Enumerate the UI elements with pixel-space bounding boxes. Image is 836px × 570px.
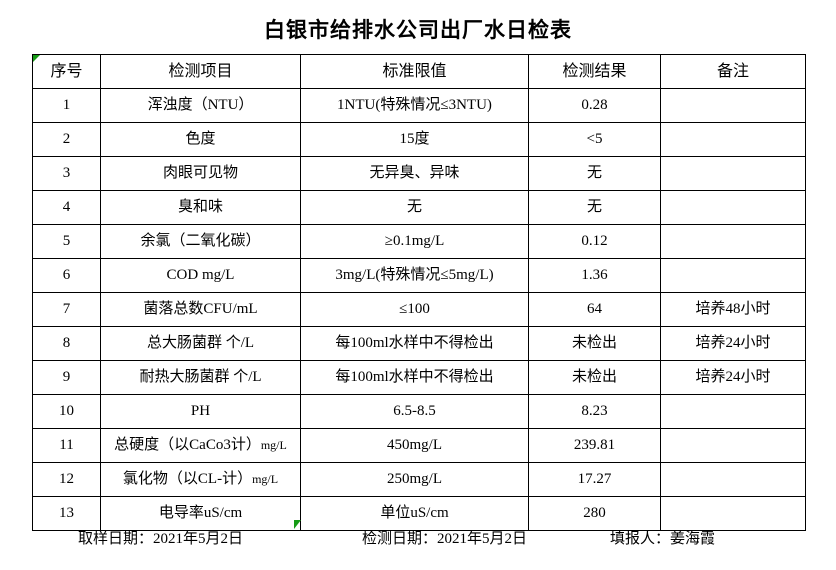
cell-result: 280 (528, 496, 661, 531)
table-row: 13 电导率uS/cm 单位uS/cm 280 (32, 496, 806, 531)
cell-note (660, 156, 806, 191)
reporter-name: 填报人：姜海霞 (610, 531, 716, 547)
cell-std: 每100ml水样中不得检出 (300, 326, 529, 361)
cell-result: 未检出 (528, 326, 661, 361)
cell-result: 无 (528, 156, 661, 191)
cell-std: ≥0.1mg/L (300, 224, 529, 259)
cell-std: 15度 (300, 122, 529, 157)
table-row: 6 COD mg/L 3mg/L(特殊情况≤5mg/L) 1.36 (32, 258, 806, 293)
cell-note (660, 496, 806, 531)
cell-std: 无 (300, 190, 529, 225)
cell-item: 总硬度（以CaCo3计）mg/L (100, 428, 301, 463)
cell-note (660, 122, 806, 157)
comment-marker-bottom-icon (294, 520, 301, 529)
cell-std: 无异臭、异味 (300, 156, 529, 191)
cell-item-text: 总硬度（以CaCo3计） (114, 437, 261, 454)
cell-item: COD mg/L (100, 258, 301, 293)
water-quality-table: 序号 检测项目 标准限值 检测结果 备注 1 浑浊度（NTU） 1NTU(特殊情况≤… (32, 54, 806, 531)
cell-no: 4 (32, 190, 101, 225)
cell-result: <5 (528, 122, 661, 157)
cell-std: 单位uS/cm (300, 496, 529, 531)
cell-no: 7 (32, 292, 101, 327)
cell-item: PH (100, 394, 301, 429)
cell-std: ≤100 (300, 292, 529, 327)
table-row: 8 总大肠菌群 个/L 每100ml水样中不得检出 未检出 培养24小时 (32, 326, 806, 361)
cell-item-unit: mg/L (260, 438, 287, 453)
cell-result: 8.23 (528, 394, 661, 429)
table-row: 3 肉眼可见物 无异臭、异味无 (32, 156, 806, 191)
footer: 取样日期：2021年5月2日 检测日期：2021年5月2日 填报人：姜海霞 (32, 527, 805, 557)
comment-marker-top-left-icon (33, 55, 40, 62)
column-header-result: 检测结果 (528, 54, 661, 89)
cell-note: 培养24小时 (660, 360, 806, 395)
cell-result: 无 (528, 190, 661, 225)
cell-no: 8 (32, 326, 101, 361)
cell-note (660, 88, 806, 123)
cell-no: 1 (32, 88, 101, 123)
column-header-std: 标准限值 (300, 54, 529, 89)
cell-no: 12 (32, 462, 101, 497)
cell-item: 色度 (100, 122, 301, 157)
cell-result: 0.12 (528, 224, 661, 259)
cell-item-unit: mg/L (252, 472, 279, 487)
cell-result: 64 (528, 292, 661, 327)
cell-std: 250mg/L (300, 462, 529, 497)
cell-note (660, 224, 806, 259)
cell-note (660, 394, 806, 429)
cell-no: 2 (32, 122, 101, 157)
cell-note: 培养24小时 (660, 326, 806, 361)
cell-no: 9 (32, 360, 101, 395)
column-header-item: 检测项目 (100, 54, 301, 89)
cell-no: 13 (32, 496, 101, 531)
cell-result: 17.27 (528, 462, 661, 497)
table-row: 4 臭和味无无 (32, 190, 806, 225)
cell-item: 臭和味 (100, 190, 301, 225)
column-header-note: 备注 (660, 54, 806, 89)
cell-item: 菌落总数CFU/mL (100, 292, 301, 327)
cell-no: 3 (32, 156, 101, 191)
cell-result: 未检出 (528, 360, 661, 395)
cell-note (660, 462, 806, 497)
cell-std: 6.5-8.5 (300, 394, 529, 429)
cell-no: 11 (32, 428, 101, 463)
cell-item: 浑浊度（NTU） (100, 88, 301, 123)
cell-item: 余氯（二氧化碳） (100, 224, 301, 259)
cell-no: 5 (32, 224, 101, 259)
cell-result: 1.36 (528, 258, 661, 293)
table-row: 5 余氯（二氧化碳） ≥0.1mg/L 0.12 (32, 224, 806, 259)
page-title: 白银市给排水公司出厂水日检表 (264, 18, 572, 42)
cell-std: 3mg/L(特殊情况≤5mg/L) (300, 258, 529, 293)
cell-note (660, 258, 806, 293)
sample-date: 取样日期：2021年5月2日 (78, 531, 244, 547)
column-header-no: 序号 (32, 54, 101, 89)
cell-no: 10 (32, 394, 101, 429)
table-row: 10 PH 6.5-8.5 8.23 (32, 394, 806, 429)
cell-note (660, 428, 806, 463)
cell-item: 总大肠菌群 个/L (100, 326, 301, 361)
table-row: 2 色度 15度 <5 (32, 122, 806, 157)
cell-item: 肉眼可见物 (100, 156, 301, 191)
cell-std: 450mg/L (300, 428, 529, 463)
cell-result: 239.81 (528, 428, 661, 463)
table-row: 11 总硬度（以CaCo3计）mg/L 450mg/L 239.81 (32, 428, 806, 463)
water-quality-table-container: 序号 检测项目 标准限值 检测结果 备注 1 浑浊度（NTU） 1NTU(特殊情况≤… (32, 54, 806, 531)
table-header-row: 序号 检测项目 标准限值 检测结果 备注 (32, 54, 806, 89)
cell-note: 培养48小时 (660, 292, 806, 327)
table-row: 1 浑浊度（NTU） 1NTU(特殊情况≤3NTU) 0.28 (32, 88, 806, 123)
cell-no: 6 (32, 258, 101, 293)
cell-item: 氯化物（以CL-计）mg/L (100, 462, 301, 497)
cell-item: 耐热大肠菌群 个/L (100, 360, 301, 395)
cell-note (660, 190, 806, 225)
cell-item: 电导率uS/cm (100, 496, 301, 531)
table-row: 7 菌落总数CFU/mL ≤100 64 培养48小时 (32, 292, 806, 327)
table-row: 12 氯化物（以CL-计）mg/L 250mg/L 17.27 (32, 462, 806, 497)
cell-item-text: 氯化物（以CL-计） (122, 471, 253, 488)
table-row: 9 耐热大肠菌群 个/L 每100ml水样中不得检出 未检出 培养24小时 (32, 360, 806, 395)
test-date: 检测日期：2021年5月2日 (362, 531, 528, 547)
cell-std: 每100ml水样中不得检出 (300, 360, 529, 395)
cell-std: 1NTU(特殊情况≤3NTU) (300, 88, 529, 123)
cell-result: 0.28 (528, 88, 661, 123)
